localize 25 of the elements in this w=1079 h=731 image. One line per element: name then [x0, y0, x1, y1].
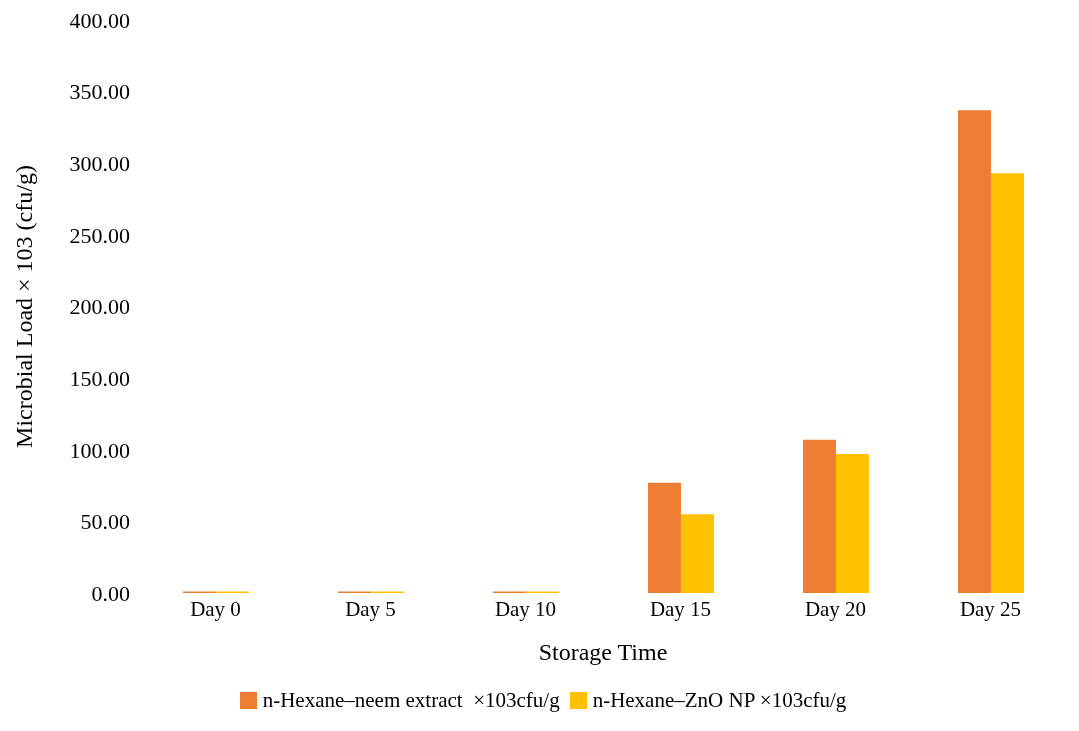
- bar: [647, 482, 681, 593]
- x-tick-label: Day 0: [190, 596, 241, 621]
- bar: [802, 439, 836, 593]
- bar: [835, 454, 869, 593]
- y-tick-label: 150.00: [69, 365, 130, 391]
- x-tick-label: Day 10: [494, 596, 557, 621]
- legend-label: n-Hexane–neem extract ×103cfu/g: [262, 688, 560, 713]
- y-tick-label: 300.00: [69, 151, 130, 177]
- y-tick-label: 50.00: [80, 509, 130, 535]
- y-tick-label: 0.00: [91, 580, 130, 606]
- legend-label: n-Hexane–ZnO NP ×103cfu/g: [592, 688, 847, 713]
- x-axis-title: Storage Time: [538, 639, 668, 665]
- y-tick-label: 200.00: [69, 294, 130, 320]
- x-tick-label: Day 15: [649, 596, 712, 621]
- x-tick-label: Day 5: [345, 596, 396, 621]
- x-tick-label: Day 25: [959, 596, 1022, 621]
- y-tick-label: 400.00: [69, 7, 130, 33]
- bar: [680, 514, 714, 593]
- bar: [957, 110, 991, 593]
- y-tick-label: 100.00: [69, 437, 130, 463]
- y-tick-label: 350.00: [69, 79, 130, 105]
- bar: [990, 173, 1024, 593]
- y-tick-label: 250.00: [69, 222, 130, 248]
- y-axis-title: Microbial Load × 103 (cfu/g): [10, 165, 37, 448]
- x-tick-label: Day 20: [804, 596, 867, 621]
